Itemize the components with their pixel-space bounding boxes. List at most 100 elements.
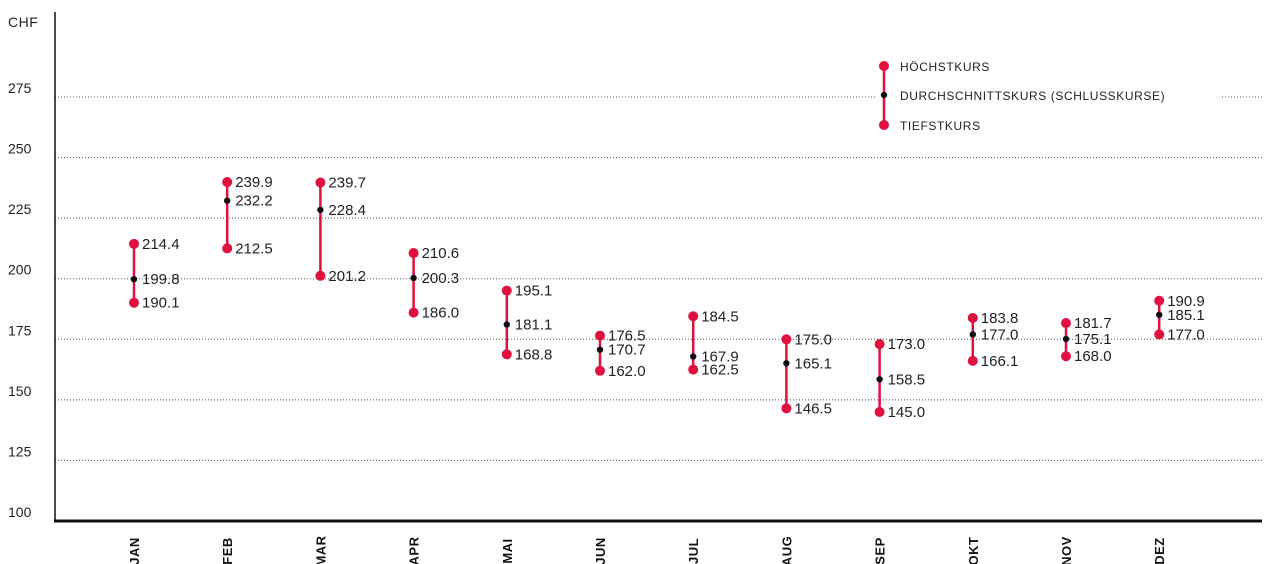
y-tick-label: 200 xyxy=(8,262,32,278)
legend-mean-label: DURCHSCHNITTSKURS (SCHLUSSKURSE) xyxy=(900,89,1165,103)
y-tick-label: 100 xyxy=(8,504,32,520)
mean-marker xyxy=(969,331,976,338)
low-marker xyxy=(874,406,885,417)
month-label-apr: APR xyxy=(407,536,422,564)
mean-value-label: 200.3 xyxy=(422,270,460,287)
low-marker xyxy=(129,297,139,308)
mean-value-label: 170.7 xyxy=(608,342,646,359)
mean-value-label: 158.5 xyxy=(888,371,926,388)
month-range-mar: 239.7 228.4 201.2 xyxy=(315,175,366,285)
mean-marker xyxy=(690,353,697,360)
high-marker xyxy=(781,334,792,345)
low-value-label: 168.8 xyxy=(515,346,553,363)
high-value-label: 214.4 xyxy=(142,236,180,253)
low-marker xyxy=(1061,351,1071,362)
low-value-label: 201.2 xyxy=(328,268,366,285)
low-value-label: 166.1 xyxy=(981,353,1019,370)
high-value-label: 239.7 xyxy=(328,175,366,192)
y-tick-label: 225 xyxy=(8,201,32,217)
mean-marker xyxy=(410,274,417,282)
month-label-mar: MAR xyxy=(313,535,328,564)
mean-value-label: 167.9 xyxy=(701,348,739,365)
legend-mean-marker xyxy=(880,91,888,99)
mean-marker xyxy=(130,275,138,283)
low-value-label: 162.0 xyxy=(608,363,646,380)
month-range-jan: 214.4 199.8 190.1 xyxy=(129,236,180,312)
low-marker xyxy=(408,307,419,318)
low-marker xyxy=(501,349,512,360)
high-value-label: 183.8 xyxy=(981,310,1019,327)
mean-value-label: 199.8 xyxy=(142,271,180,288)
low-value-label: 162.5 xyxy=(701,362,739,379)
y-tick-label: 125 xyxy=(8,443,32,459)
high-marker xyxy=(595,330,605,341)
high-value-label: 173.0 xyxy=(888,336,926,353)
month-label-mai: MAI xyxy=(500,538,515,563)
legend-high-marker xyxy=(879,61,889,71)
month-label-sep: SEP xyxy=(873,537,888,564)
high-marker xyxy=(688,311,699,322)
mean-marker xyxy=(783,360,790,367)
mean-marker xyxy=(503,321,510,328)
legend-low-marker xyxy=(879,120,889,130)
month-range-apr: 210.6 200.3 186.0 xyxy=(408,245,460,322)
mean-value-label: 177.0 xyxy=(981,326,1019,343)
y-tick-label: 150 xyxy=(8,383,32,399)
low-value-label: 168.0 xyxy=(1074,348,1112,365)
high-value-label: 176.5 xyxy=(608,328,646,345)
mean-marker xyxy=(1062,335,1070,343)
low-value-label: 212.5 xyxy=(235,240,273,257)
y-tick-label: 175 xyxy=(8,322,32,338)
grid-lines xyxy=(55,96,1262,461)
high-marker xyxy=(222,177,233,188)
high-value-label: 190.9 xyxy=(1167,293,1205,310)
high-marker xyxy=(408,248,419,259)
low-value-label: 190.1 xyxy=(142,295,180,312)
mean-value-label: 185.1 xyxy=(1167,307,1205,324)
legend: HÖCHSTKURS DURCHSCHNITTSKURS (SCHLUSSKUR… xyxy=(876,56,1221,138)
y-tick-label: 250 xyxy=(8,141,32,157)
month-range-aug: 175.0 165.1 146.5 xyxy=(781,331,832,417)
high-value-label: 184.5 xyxy=(701,308,739,325)
mean-marker xyxy=(1156,311,1163,319)
low-marker xyxy=(967,355,978,366)
mean-value-label: 228.4 xyxy=(328,202,366,219)
mean-value-label: 175.1 xyxy=(1074,331,1112,348)
high-marker xyxy=(1154,295,1165,306)
mean-marker xyxy=(224,197,231,204)
month-label-jul: JUL xyxy=(686,538,701,564)
legend-background xyxy=(876,56,1221,138)
month-range-feb: 239.9 232.2 212.5 xyxy=(222,174,273,257)
x-axis-month-labels: JAN FEB MAR APR MAI JUN JUL AUG SEP OKT NOV DEZ xyxy=(127,535,1167,564)
legend-high-label: HÖCHSTKURS xyxy=(900,60,990,74)
y-axis-unit-label: CHF xyxy=(8,14,38,30)
high-value-label: 181.7 xyxy=(1074,315,1112,332)
month-label-jan: JAN xyxy=(127,537,142,564)
mean-value-label: 165.1 xyxy=(794,355,832,372)
mean-marker xyxy=(876,376,883,383)
mean-marker xyxy=(317,206,324,214)
low-marker xyxy=(1154,329,1165,340)
mean-marker xyxy=(596,346,604,353)
month-label-dez: DEZ xyxy=(1152,537,1167,564)
month-label-feb: FEB xyxy=(220,537,235,564)
mean-value-label: 181.1 xyxy=(515,317,553,334)
legend-low-label: TIEFSTKURS xyxy=(900,119,981,133)
high-marker xyxy=(501,285,512,296)
high-marker xyxy=(129,238,139,249)
range-marks: 214.4 199.8 190.1 239.9 232.2 212.5 239.7 228.4… xyxy=(129,174,1205,421)
month-label-okt: OKT xyxy=(966,537,981,564)
low-marker xyxy=(222,243,233,254)
month-label-aug: AUG xyxy=(779,536,794,564)
y-tick-label: 275 xyxy=(8,80,32,96)
high-marker xyxy=(315,177,326,188)
low-value-label: 146.5 xyxy=(794,400,832,417)
mean-value-label: 232.2 xyxy=(235,193,273,210)
month-label-jun: JUN xyxy=(593,537,608,564)
low-value-label: 186.0 xyxy=(422,305,460,322)
